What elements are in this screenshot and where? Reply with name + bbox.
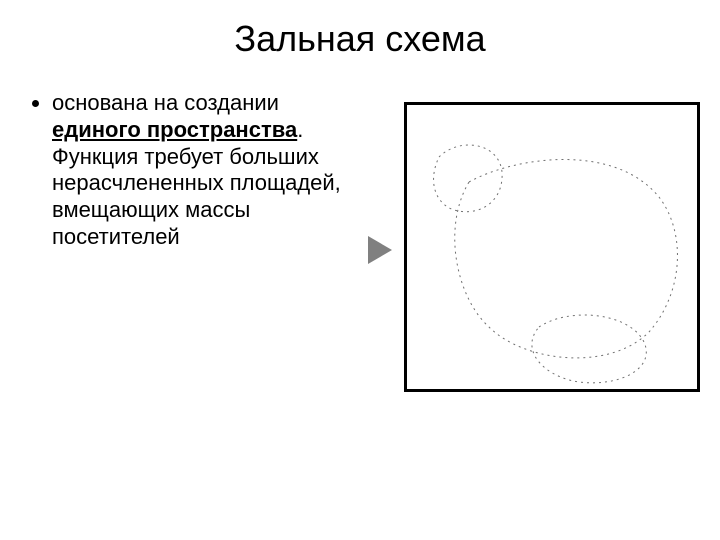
arrow-icon [368,236,392,264]
diagram-svg [404,102,700,392]
main-blob [455,160,678,358]
content-area: основана на создании единого пространств… [0,60,720,397]
diagram-wrap [404,102,700,397]
diagram-column [348,90,700,397]
diagram-frame [406,104,699,391]
text-column: основана на создании единого пространств… [28,90,348,397]
arrow-shape [368,236,392,264]
top-left-blob [434,145,503,212]
slide-title: Зальная схема [0,0,720,60]
bullet-text-lead: основана на создании [52,90,279,115]
bottom-blob [532,315,646,383]
bullet-text-emph: единого пространства [52,117,297,142]
bullet-item: основана на создании единого пространств… [52,90,348,251]
bullet-list: основана на создании единого пространств… [28,90,348,251]
